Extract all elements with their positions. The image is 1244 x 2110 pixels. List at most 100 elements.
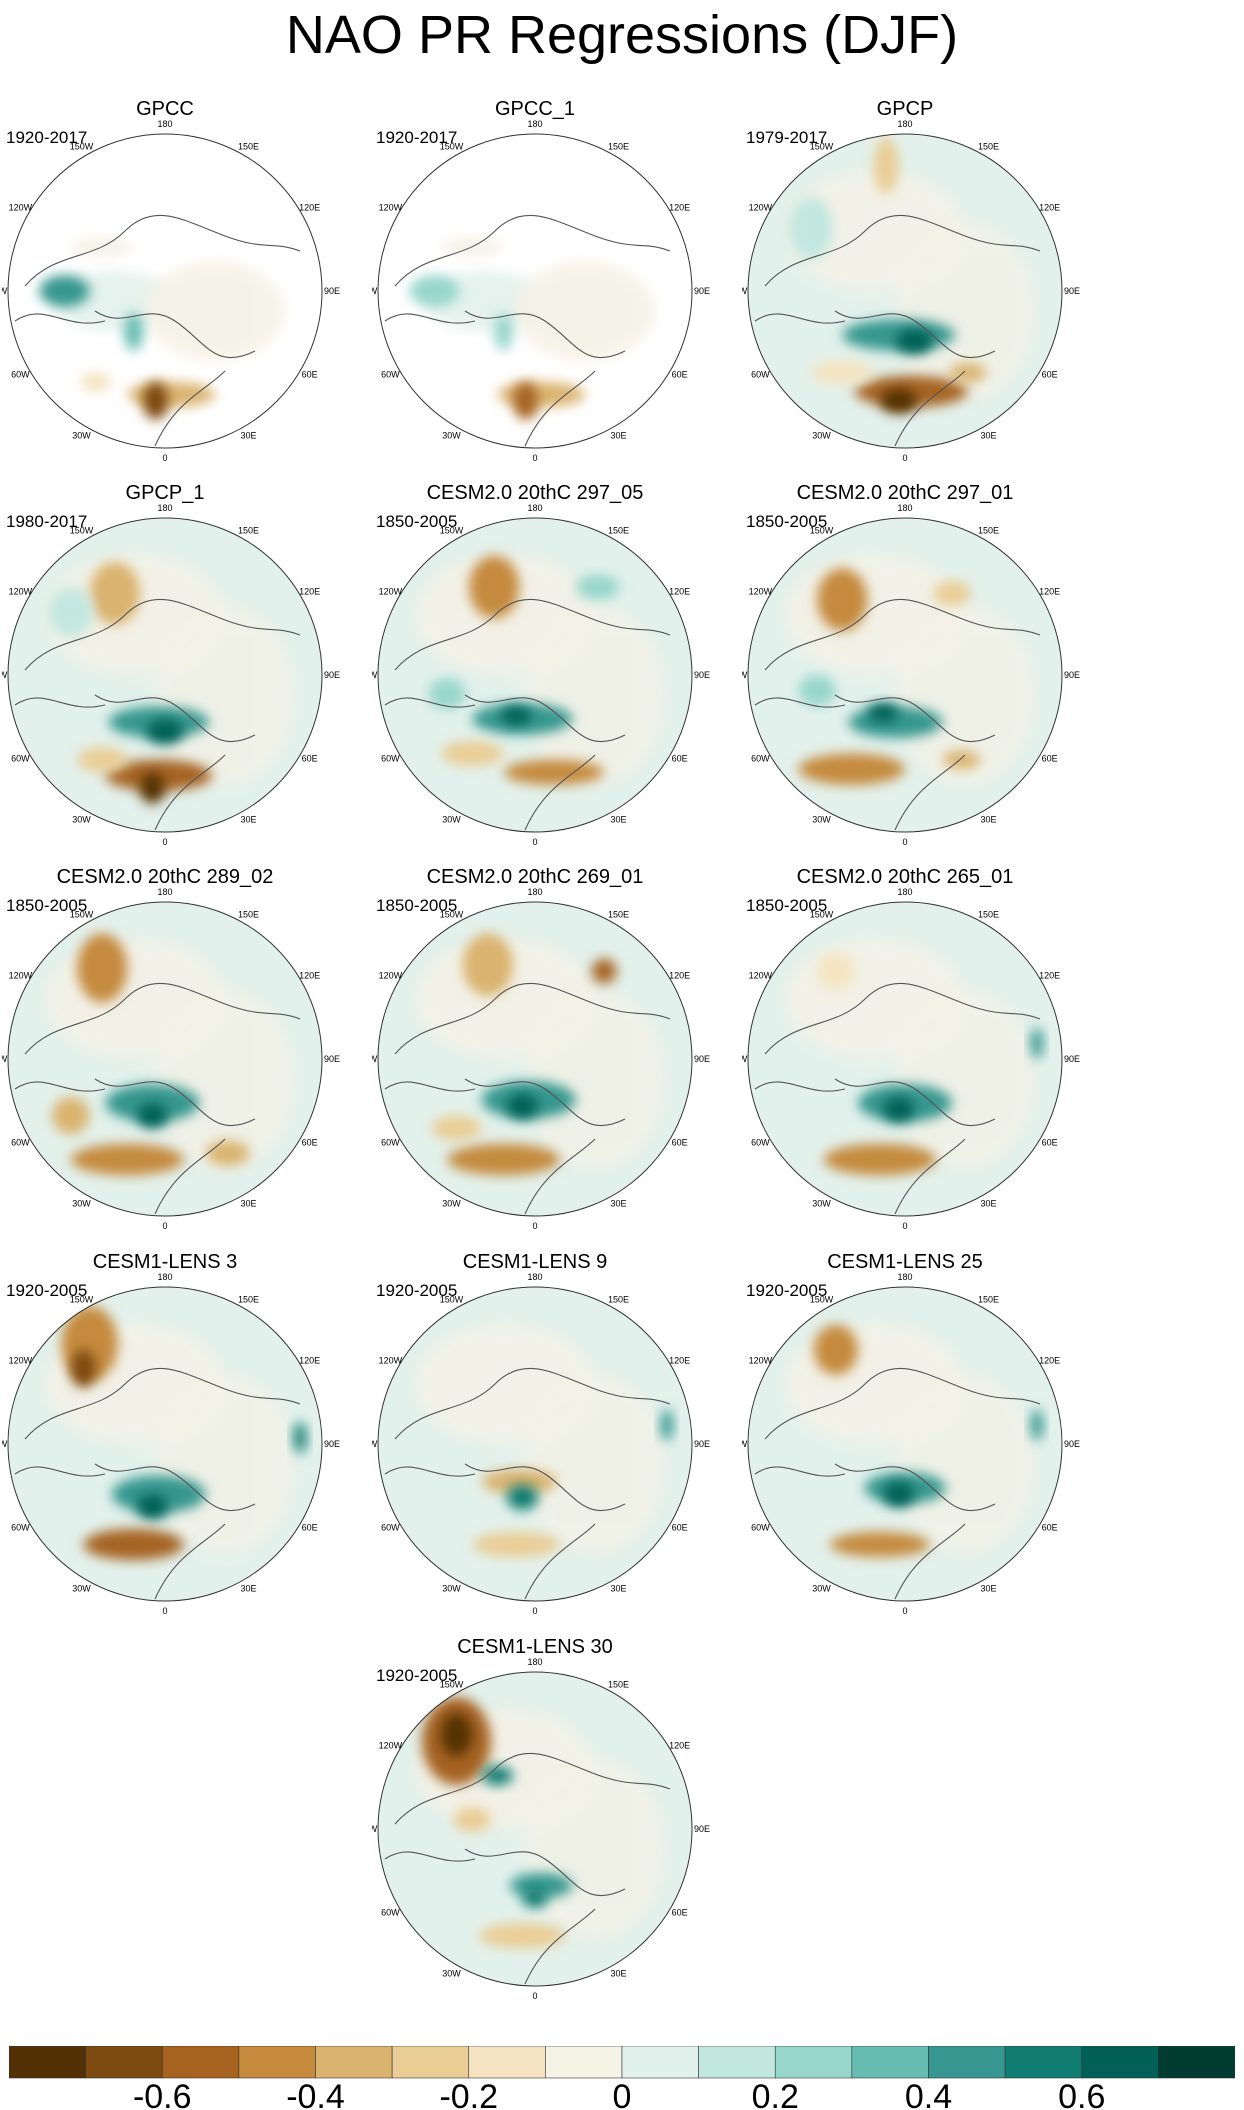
coastline (14, 697, 106, 708)
coastline (894, 1138, 966, 1215)
longitude-label: 180 (157, 119, 172, 129)
longitude-label: 30W (72, 1199, 91, 1209)
regression-anomaly (89, 561, 140, 625)
longitude-label: 120E (1039, 587, 1060, 597)
longitude-label: 30E (240, 1199, 256, 1209)
longitude-label: 150E (608, 1294, 629, 1304)
panel-title: CESM2.0 20thC 289_02 (56, 866, 274, 888)
colorbar-swatch (85, 2046, 163, 2079)
neutral-field (155, 989, 295, 1169)
longitude-label: 150E (978, 141, 999, 151)
colorbar-swatch (9, 2046, 86, 2079)
longitude-label: 60E (672, 1138, 688, 1148)
longitude-label: 120E (299, 203, 320, 213)
longitude-label: 30W (72, 1584, 91, 1594)
regression-anomaly (817, 568, 868, 632)
longitude-label: 90E (324, 286, 340, 296)
longitude-label: 150W (70, 909, 94, 919)
longitude-label: 30E (240, 431, 256, 441)
longitude-label: 0 (162, 453, 167, 463)
coastline (94, 1463, 256, 1511)
coastline (524, 1908, 596, 1985)
longitude-label: 30E (610, 1969, 626, 1979)
regression-anomaly (70, 1349, 96, 1388)
regression-anomaly (440, 740, 504, 767)
panel-period: 1920-2017 (376, 128, 458, 147)
longitude-label: 0 (532, 1991, 537, 2001)
panel-period: 1850-2005 (746, 896, 828, 915)
longitude-label: 0 (532, 837, 537, 847)
longitude-label: 120W (379, 1356, 403, 1366)
neutral-field (155, 605, 295, 785)
longitude-label: 30E (240, 1584, 256, 1594)
longitude-label: 30E (980, 1584, 996, 1594)
longitude-label: 30W (442, 815, 461, 825)
coastline (154, 1523, 226, 1600)
panel-title: GPCP (876, 98, 934, 120)
map-border (377, 1671, 693, 1987)
polar-map: 180 150E 120E 90E 60E 30E 0 30W 60W 90W 120W 150W (372, 1272, 710, 1616)
longitude-label: 180 (897, 887, 912, 897)
longitude-label: 30E (980, 1199, 996, 1209)
longitude-label: 150W (70, 1294, 94, 1304)
longitude-label: 180 (527, 1272, 542, 1282)
colorbar-swatch (545, 2046, 623, 2079)
regression-anomaly (143, 382, 169, 420)
longitude-label: 60E (672, 1908, 688, 1918)
regression-anomaly (503, 759, 605, 785)
longitude-label: 120E (299, 587, 320, 597)
longitude-label: 180 (527, 503, 542, 513)
longitude-label: 90E (1064, 670, 1080, 680)
longitude-label: 150E (238, 141, 259, 151)
longitude-label: 120E (669, 1356, 690, 1366)
neutral-field (895, 1374, 1035, 1554)
map-border (747, 901, 1063, 1217)
longitude-label: 0 (532, 1606, 537, 1616)
coastline (834, 310, 996, 358)
map-border (377, 517, 693, 833)
regression-anomaly (80, 372, 112, 392)
longitude-label: 150W (440, 909, 464, 919)
polar-map: 180 150E 120E 90E 60E 30E 0 30W 60W 90W 120W 150W (372, 503, 710, 847)
coastline (384, 1466, 476, 1477)
regression-anomaly (139, 772, 165, 804)
panel-title: GPCP_1 (125, 482, 205, 504)
longitude-label: 150W (810, 909, 834, 919)
panel-period: 1850-2005 (6, 896, 88, 915)
map-border (747, 1286, 1063, 1602)
neutral-field (525, 1759, 665, 1939)
coastline (384, 1851, 476, 1862)
polar-map: 180 150E 120E 90E 60E 30E 0 30W 60W 90W 120W 150W (372, 1657, 710, 2001)
longitude-label: 90W (742, 1439, 748, 1449)
coastline (764, 215, 1041, 287)
regression-anomaly (472, 1531, 561, 1558)
longitude-label: 60W (381, 754, 400, 764)
regression-anomaly (798, 753, 905, 785)
longitude-label: 180 (527, 119, 542, 129)
map-panel: 180 150E 120E 90E 60E 30E 0 30W 60W 90W 120W 150W GP… (742, 98, 1122, 478)
map-panel: 180 150E 120E 90E 60E 30E 0 30W 60W 90W 120W 150W CE… (372, 482, 752, 862)
panel-title: CESM2.0 20thC 297_05 (426, 482, 644, 504)
longitude-label: 120W (379, 587, 403, 597)
coastline (384, 313, 476, 324)
coastline (394, 1753, 671, 1825)
regression-anomaly (205, 1140, 250, 1166)
colorbar-swatch (698, 2046, 776, 2079)
longitude-label: 60E (302, 754, 318, 764)
longitude-label: 60W (751, 1523, 770, 1533)
coastline (154, 1138, 226, 1215)
polar-map: 180 150E 120E 90E 60E 30E 0 30W 60W 90W 120W 150W (2, 119, 340, 463)
longitude-label: 120W (749, 971, 773, 981)
longitude-label: 120W (379, 1741, 403, 1751)
regression-anomaly (813, 1324, 858, 1375)
coastline (894, 754, 966, 831)
longitude-label: 150W (810, 141, 834, 151)
map-border (7, 517, 323, 833)
colorbar: -0.6 -0.4 -0.2 0 0.2 0.4 0.6 (9, 2046, 1235, 2110)
longitude-label: 90W (742, 1054, 748, 1064)
regression-anomaly (83, 1528, 184, 1561)
map-panel: 180 150E 120E 90E 60E 30E 0 30W 60W 90W 120W 150W CE… (742, 482, 1122, 862)
coastline (24, 215, 301, 287)
polar-map: 180 150E 120E 90E 60E 30E 0 30W 60W 90W 120W 150W (742, 503, 1080, 847)
map-panel: 180 150E 120E 90E 60E 30E 0 30W 60W 90W 120W 150W CE… (372, 866, 752, 1246)
